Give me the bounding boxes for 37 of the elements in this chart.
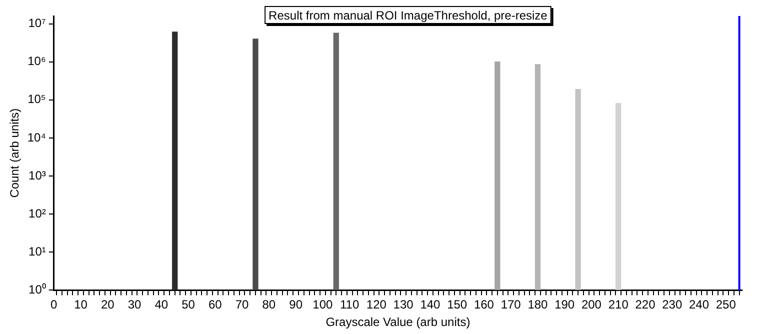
- chart-title: Result from manual ROI ImageThreshold, pre-resize: [268, 8, 548, 22]
- x-tick-label: 190: [554, 298, 575, 312]
- x-tick-label: 170: [500, 298, 522, 312]
- x-tick-label: 230: [662, 298, 682, 312]
- y-tick-label: 10²: [28, 206, 46, 220]
- x-tick-label: 110: [340, 298, 360, 312]
- x-tick-label: 100: [312, 298, 334, 312]
- y-tick-label: 10⁰: [28, 282, 46, 297]
- y-tick-label: 10⁵: [28, 92, 46, 106]
- y-tick-label: 10⁴: [27, 130, 46, 144]
- y-tick-label: 10³: [28, 168, 46, 182]
- x-tick-label: 160: [474, 298, 494, 312]
- x-tick-label: 80: [262, 298, 276, 312]
- x-tick-label: 180: [528, 298, 548, 312]
- x-tick-label: 140: [420, 298, 441, 312]
- x-tick-label: 130: [393, 298, 414, 312]
- x-tick-label: 60: [208, 298, 222, 312]
- x-tick-label: 40: [154, 298, 168, 312]
- x-axis-title: Grayscale Value (arb units): [326, 315, 470, 330]
- x-tick-label: 0: [50, 298, 58, 312]
- x-tick-label: 10: [74, 298, 88, 312]
- x-tick-label: 70: [235, 298, 250, 312]
- x-tick-label: 210: [608, 298, 629, 312]
- y-tick-label: 10¹: [28, 244, 46, 258]
- x-tick-label: 50: [182, 298, 196, 312]
- x-tick-label: 250: [716, 298, 736, 312]
- x-tick-label: 30: [128, 298, 142, 312]
- x-tick-label: 200: [581, 298, 602, 312]
- x-tick-label: 90: [289, 298, 303, 312]
- y-tick-label: 10⁶: [28, 54, 46, 68]
- x-tick-label: 240: [688, 298, 710, 312]
- x-tick-label: 120: [366, 298, 387, 312]
- x-tick-label: 150: [447, 298, 468, 312]
- y-axis-title: Count (arb units): [8, 108, 22, 198]
- x-tick-label: 220: [635, 298, 656, 312]
- y-tick-label: 10⁷: [28, 16, 46, 30]
- x-tick-label: 20: [100, 298, 115, 312]
